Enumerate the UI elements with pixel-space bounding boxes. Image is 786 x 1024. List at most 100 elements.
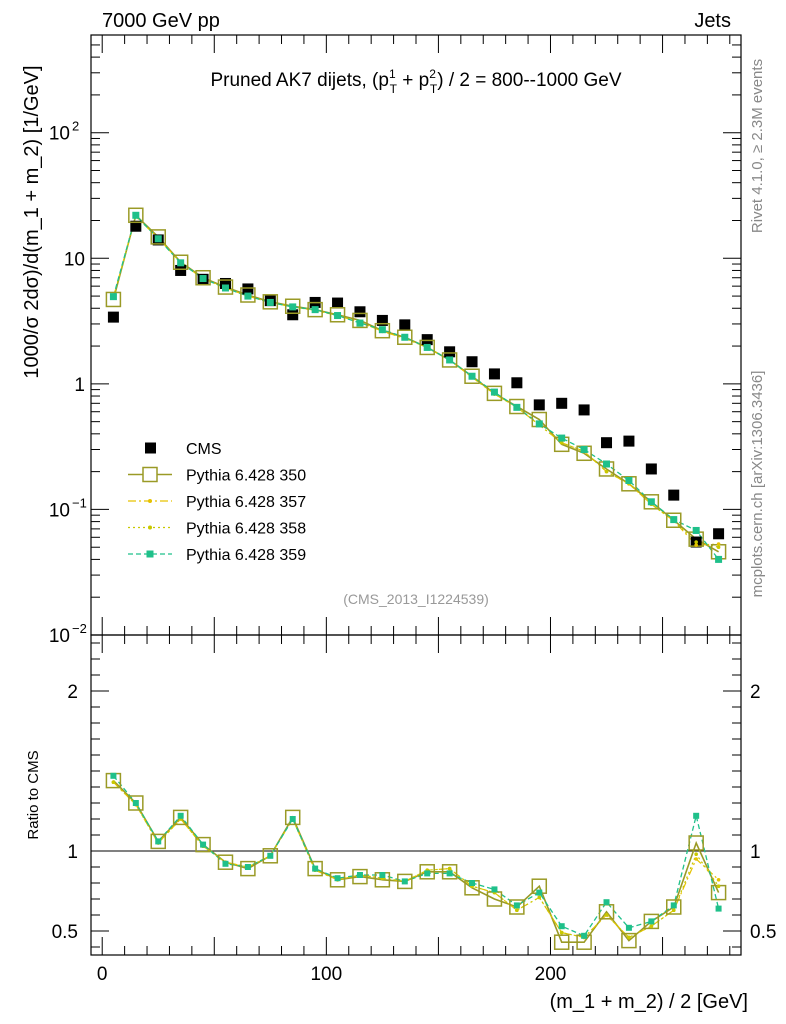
ratio-point [694,857,698,861]
ratio-point [716,878,721,882]
point-350 [441,352,458,368]
ratio-point-350 [419,864,435,880]
ratio-line-350 [112,780,720,944]
point-350 [374,322,391,339]
ratio-point-359 [267,852,274,859]
point-359 [647,498,655,506]
point-358 [604,469,609,474]
point-359 [490,388,498,396]
ratio-point-359 [670,902,677,909]
ratio-point-359 [693,812,700,819]
point-359 [446,356,454,364]
ratio-point-359 [289,816,296,822]
ratio-axis-ticks [91,635,741,955]
ratio-point-359 [513,902,520,909]
ratio-point-359 [356,872,363,878]
point-350 [128,207,144,224]
ratio-point-359 [715,905,722,912]
main-plot-frame [90,34,742,636]
ratio-y-tick-labels: 0.5 0.5 1 1 2 2 [52,682,777,943]
ratio-point-350 [688,835,704,851]
point-359 [199,275,207,283]
ratio-point-350 [643,913,660,930]
ratio-point-359 [424,870,431,877]
ratio-line-358 [112,781,720,939]
ratio-point [716,884,721,888]
main-y-axis-label: 1000/σ 2dσ)/d(m_1 + m_2) [1/GeV] [21,65,43,378]
rivet-label: Rivet 4.1.0, ≥ 2.3M events [749,59,766,233]
ratio-point-359 [222,860,229,867]
point-359 [289,303,297,311]
point-359 [603,460,611,468]
main-title: Pruned AK7 dijets, (p1 T + p2 T) / 2 = 800… [210,67,621,96]
cms-point [466,356,478,368]
ratio-plot-frame [90,634,742,956]
ratio-point [694,852,698,856]
ratio-point-359 [379,872,386,878]
ratio-point-350 [217,854,234,870]
series-line-357 [112,215,719,546]
point-350 [509,398,525,415]
point-350 [172,254,189,270]
y-tick-exponent: −2 [72,621,87,636]
point-358 [559,440,564,445]
cms-point [242,283,254,295]
title-sup1: 1 [389,67,396,81]
point-350 [262,294,279,310]
ratio-point-359 [177,812,184,819]
point-359 [670,516,678,524]
ratio-point-359 [155,838,162,845]
point-359 [177,259,185,267]
point-350 [105,291,122,308]
main-series [105,207,727,563]
ratio-y-tick-label-right: 1 [750,842,761,863]
legend: CMS Pythia 6.428 350 Pythia 6.428 357 Pythi… [128,441,306,564]
ratio-y-tick-label-right: 2 [750,682,761,703]
ratio-point-359 [491,886,498,893]
point-350 [464,368,480,384]
header-left: 7000 GeV pp [102,10,220,32]
legend-label: CMS [186,441,222,458]
ratio-line-357 [112,781,720,939]
cms-point [332,297,344,309]
title-sub2: T [430,82,438,96]
ratio-point-359 [469,880,476,886]
ratio-point-359 [648,918,655,925]
cms-point [107,311,119,323]
point-359 [356,319,364,327]
y-tick-label: 1 [74,375,85,396]
x-tick-label: 0 [97,964,108,985]
y-tick-exponent: −1 [72,495,87,510]
ratio-point [111,780,116,784]
ratio-point-350 [397,873,413,890]
point-359 [580,446,588,454]
title-sub1: T [390,82,398,96]
cms-point [175,264,187,276]
legend-label: Pythia 6.428 350 [186,468,306,485]
x-tick-label: 200 [535,964,567,985]
ratio-point-350 [621,932,637,949]
legend-marker [148,499,152,503]
ratio-point-350 [441,864,458,880]
point-359 [109,293,117,301]
legend-label: Pythia 6.428 358 [186,521,306,538]
ratio-point-350 [172,809,189,826]
point-359 [715,555,723,563]
title-sup2: 2 [429,67,436,81]
legend-marker-350 [142,466,158,483]
point-350 [621,476,637,492]
ratio-point-359 [132,800,139,806]
ratio-point-350 [262,848,279,864]
ratio-point [627,935,631,940]
point-359 [311,306,319,314]
cms-point [376,314,388,326]
ratio-point-359 [334,875,341,882]
ratio-line-359 [112,775,720,937]
ratio-y-tick-label: 1 [67,842,78,863]
ratio-point-359 [536,889,543,896]
legend-marker [148,525,152,530]
x-axis-label: (m_1 + m_2) / 2 [GeV] [550,991,748,1013]
point-350 [666,512,682,529]
ratio-series [105,772,727,950]
